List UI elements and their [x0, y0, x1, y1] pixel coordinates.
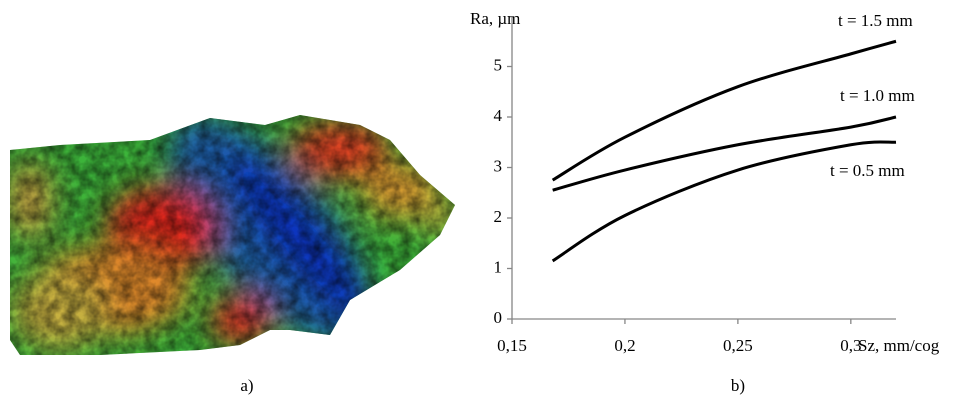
- series-label: t = 1.5 mm: [838, 11, 913, 30]
- y-tick-label: 4: [494, 106, 503, 125]
- x-tick-label: 0,25: [723, 336, 753, 355]
- panel-label: b): [731, 376, 745, 395]
- x-axis-label: Sz, mm/cog: [858, 336, 940, 355]
- data-line: [551, 140, 897, 263]
- y-axis-label: Ra, µm: [470, 9, 520, 28]
- series-label: t = 0.5 mm: [830, 161, 905, 180]
- x-tick-label: 0,3: [840, 336, 861, 355]
- x-tick-label: 0,2: [614, 336, 635, 355]
- series-label: t = 1.0 mm: [840, 86, 915, 105]
- data-line: [551, 39, 897, 182]
- x-tick-label: 0,15: [497, 336, 527, 355]
- y-tick-label: 5: [494, 55, 503, 74]
- surface-image: [10, 115, 455, 355]
- y-tick-label: 1: [494, 257, 503, 276]
- y-tick-label: 0: [494, 308, 503, 327]
- panel-label: a): [240, 376, 253, 395]
- y-tick-label: 2: [494, 207, 503, 226]
- data-line: [552, 115, 897, 192]
- y-tick-label: 3: [494, 156, 503, 175]
